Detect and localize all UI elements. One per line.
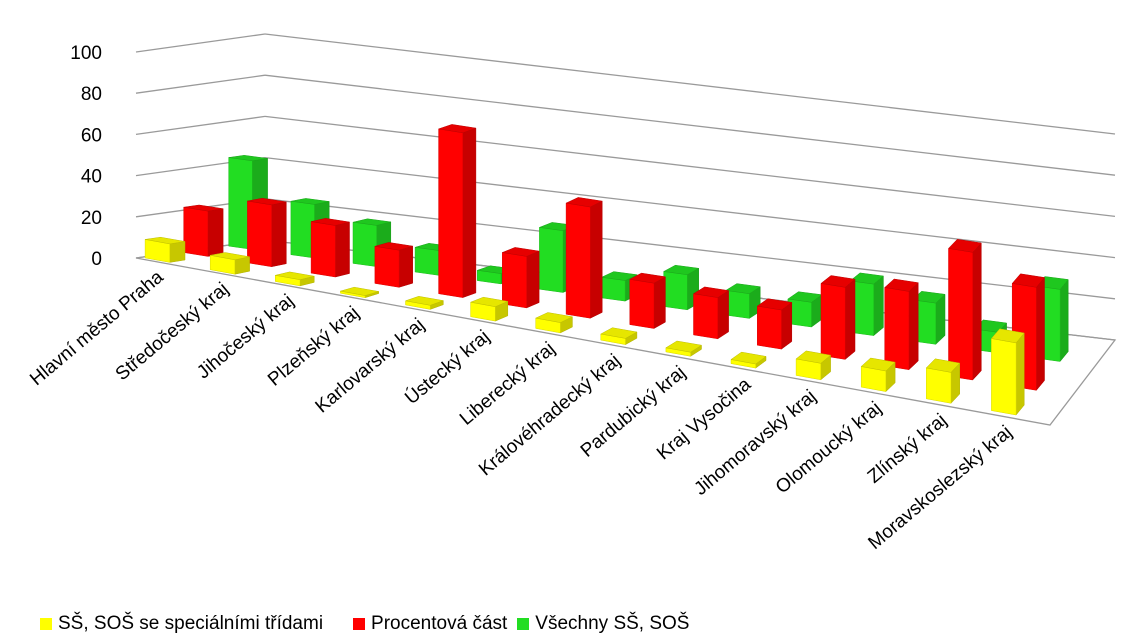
bar-0-8	[665, 340, 703, 357]
bar-0-13	[990, 328, 1025, 416]
bar-0-4	[404, 296, 445, 310]
gridline-side	[135, 115, 266, 136]
bar-0-6	[534, 312, 574, 334]
gridline-side	[135, 74, 266, 94]
bar-0-0	[144, 236, 186, 263]
bar-1-9	[756, 298, 793, 350]
y-tick-label: 20	[81, 208, 102, 229]
bar-2-9	[787, 291, 823, 328]
legend-item-vsechny: Všechny SŠ, SOŠ	[517, 613, 689, 635]
y-tick-label: 100	[70, 43, 102, 64]
legend-swatch-green	[517, 618, 530, 630]
bar-marks	[144, 124, 1069, 416]
gridline	[264, 74, 1116, 176]
bar-0-11	[860, 357, 896, 393]
bar-2-7	[662, 264, 700, 311]
legend-label: Procentová část	[371, 613, 508, 634]
bar-1-10	[820, 275, 856, 360]
x-category-label: Moravskoslezský kraj	[864, 422, 1016, 554]
gridline	[264, 156, 1116, 259]
bar-0-10	[795, 350, 832, 381]
bar-0-5	[469, 296, 509, 322]
y-tick-label: 0	[91, 249, 102, 270]
legend-item-speci: SŠ, SOŠ se speciálními třídami	[40, 613, 323, 635]
bar-1-5	[501, 247, 541, 309]
bar-0-7	[600, 327, 638, 346]
bar-0-12	[925, 358, 961, 404]
bar-1-2	[310, 218, 350, 278]
legend-label: Všechny SŠ, SOŠ	[535, 613, 690, 634]
bar-1-3	[374, 242, 413, 288]
y-axis-tick-labels: 0 20 40 60 80 100	[70, 43, 102, 270]
bar-2-10	[849, 272, 884, 337]
bar-1-0	[183, 204, 224, 257]
bar-0-1	[209, 252, 250, 275]
y-tick-label: 60	[81, 125, 102, 146]
gridline	[264, 115, 1116, 218]
bar-1-4	[438, 124, 477, 298]
bar-1-8	[692, 286, 730, 340]
y-tick-label: 80	[81, 84, 102, 105]
y-tick-label: 40	[81, 167, 102, 188]
gridline-side	[135, 33, 266, 53]
bar-1-6	[565, 197, 604, 319]
bar-1-11	[884, 278, 919, 371]
legend-item-procent: Procentová část	[353, 613, 507, 635]
gridline	[264, 33, 1116, 135]
legend-swatch-yellow	[40, 618, 52, 630]
x-category-label: Královéhradecký kraj	[475, 350, 624, 480]
bar-1-7	[629, 272, 667, 329]
legend: SŠ, SOŠ se speciálními třídami Procentov…	[40, 613, 705, 635]
bar-0-3	[340, 286, 379, 299]
bar-2-8	[725, 283, 761, 319]
bar-1-12	[947, 239, 982, 381]
legend-swatch-red	[353, 618, 366, 630]
legend-label: SŠ, SOŠ se speciálními třídami	[58, 613, 324, 634]
bar-1-1	[247, 197, 287, 268]
x-category-label: Hlavní město Praha	[26, 266, 168, 390]
bar-0-9	[730, 351, 767, 369]
bar-0-2	[275, 271, 315, 287]
